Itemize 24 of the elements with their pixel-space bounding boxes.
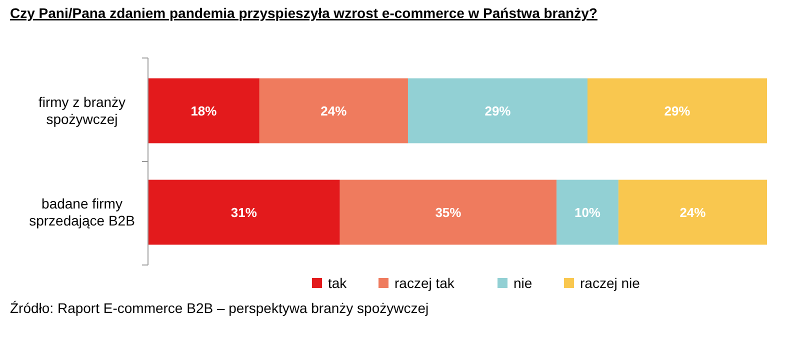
data-label: 24% (320, 103, 348, 118)
bar (148, 180, 340, 245)
bar (587, 78, 767, 144)
bar (408, 78, 588, 144)
data-label: 24% (680, 204, 706, 220)
text: Źródło: Raport E-commerce B2B – perspektywa branży spożywczej (10, 300, 429, 316)
data-label: 18% (190, 103, 218, 118)
bar (148, 78, 260, 144)
legend-label: raczej nie (580, 274, 640, 291)
legend-label: tak (328, 274, 348, 291)
data-label: 29% (484, 103, 512, 118)
data-label: 29% (664, 103, 691, 118)
legend-label: raczej tak (394, 274, 456, 291)
y-tick-label: badane firmy sprzedające B2B (29, 196, 135, 229)
data-label: 35% (435, 204, 462, 220)
bar (618, 180, 767, 245)
chart-title: Czy Pani/Pana zdaniem pandemia przyspieszyła wzrost e-commerce w Państwa branży? (10, 5, 598, 21)
data-label: 31% (230, 204, 258, 220)
legend-label: nie (514, 274, 532, 291)
bar (340, 180, 557, 245)
bar (556, 180, 618, 245)
data-label: 10% (574, 204, 601, 220)
bar (259, 78, 408, 144)
y-tick-label: firmy z branży spożywczej (38, 94, 126, 128)
